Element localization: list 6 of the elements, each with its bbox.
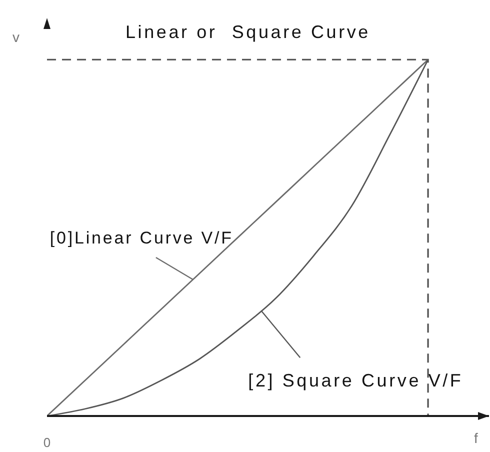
x-axis-title: f	[474, 430, 478, 446]
text: [2] Square Curve V/F	[248, 370, 464, 391]
chart-title: Linear or Square Curve	[125, 22, 371, 42]
text: 0	[43, 435, 51, 450]
y-axis-title: v	[12, 29, 20, 45]
series-label: [0]Linear Curve V/F	[50, 228, 234, 248]
